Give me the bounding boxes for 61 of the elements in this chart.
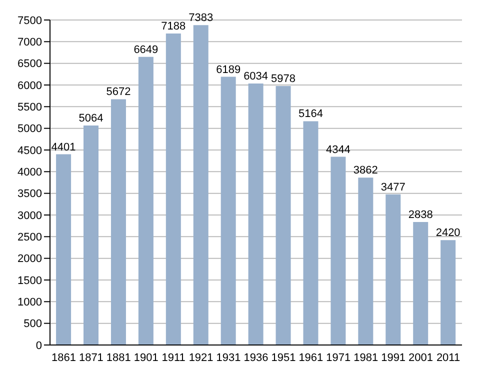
bar — [193, 25, 208, 345]
bar — [386, 194, 401, 345]
y-tick-label: 2000 — [18, 253, 42, 266]
bar — [84, 126, 99, 345]
y-tick-label: 3500 — [18, 188, 42, 200]
y-tick-label: 1000 — [18, 296, 42, 309]
data-label: 6034 — [244, 70, 268, 83]
x-tick-label: 1981 — [354, 352, 378, 364]
y-tick-label: 5000 — [18, 123, 42, 136]
bar — [413, 222, 428, 345]
bar — [110, 99, 126, 345]
x-tick-label: 2011 — [436, 352, 460, 364]
data-label: 4401 — [51, 141, 76, 154]
y-tick-label: 3000 — [18, 210, 42, 222]
y-tick-label: 0 — [36, 340, 42, 352]
x-tick-label: 1921 — [188, 352, 214, 364]
data-label: 2420 — [436, 227, 460, 240]
y-tick-label: 5500 — [18, 102, 42, 114]
y-tick-label: 7000 — [18, 36, 42, 49]
data-label: 3862 — [353, 164, 378, 177]
x-tick-label: 1911 — [162, 352, 186, 364]
y-tick-label: 6000 — [18, 80, 42, 92]
y-tick-label: 6500 — [18, 58, 42, 70]
x-tick-label: 1936 — [244, 352, 268, 364]
data-label: 6649 — [134, 44, 158, 56]
bar — [220, 76, 236, 345]
bar — [440, 240, 456, 345]
x-tick-label: 1861 — [51, 352, 76, 364]
bar — [303, 121, 318, 345]
y-tick-label: 7500 — [18, 14, 42, 27]
x-tick-label: 1901 — [134, 352, 158, 364]
x-tick-label: 1871 — [78, 352, 104, 364]
data-label: 7383 — [188, 12, 214, 24]
data-label: 5978 — [271, 72, 296, 85]
data-label: 3477 — [380, 181, 406, 194]
bar — [358, 178, 374, 345]
x-tick-label: 1961 — [298, 352, 324, 364]
bar — [330, 156, 346, 345]
data-label: 5164 — [298, 108, 323, 120]
bar — [56, 154, 72, 345]
x-tick-label: 1971 — [326, 352, 351, 364]
y-tick-label: 4500 — [18, 144, 42, 157]
data-label: 5064 — [78, 112, 104, 125]
y-tick-label: 2500 — [18, 232, 42, 244]
y-tick-label: 500 — [24, 318, 42, 330]
bar — [138, 56, 154, 345]
bar — [276, 86, 291, 345]
data-label: 5672 — [106, 86, 131, 98]
y-tick-label: 1500 — [18, 274, 42, 287]
data-label: 7188 — [161, 20, 186, 33]
x-tick-label: 1951 — [271, 352, 296, 364]
x-tick-label: 1931 — [216, 352, 241, 364]
x-tick-label: 1881 — [106, 352, 131, 364]
y-tick-label: 4000 — [18, 166, 42, 179]
x-tick-label: 2001 — [408, 352, 434, 364]
data-label: 6189 — [216, 64, 241, 76]
bar — [248, 84, 264, 345]
data-label: 2838 — [408, 209, 433, 222]
data-label: 4344 — [326, 144, 350, 156]
x-tick-label: 1991 — [381, 352, 406, 364]
bar — [166, 34, 181, 345]
